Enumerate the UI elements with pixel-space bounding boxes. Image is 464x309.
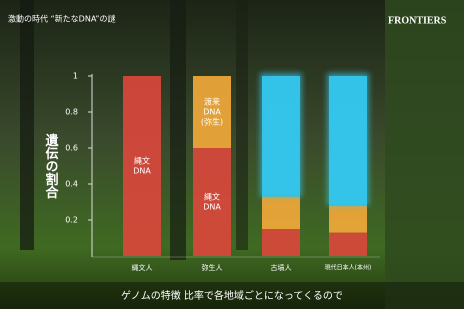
tree <box>170 0 186 260</box>
segment-label: (弥生) <box>201 117 223 127</box>
segment-label: 縄文 <box>134 156 150 166</box>
x-tick-label: 古墳人 <box>271 263 292 272</box>
y-tick-label: 0.4 <box>65 180 78 189</box>
segment-label: DNA <box>203 203 221 212</box>
bar-segment <box>262 76 300 197</box>
y-tick-label: 0.8 <box>65 108 78 117</box>
caption: ゲノムの特徴 比率で各地域ごとになってくるので <box>121 289 343 302</box>
y-axis-label: 遺伝の割合 <box>43 133 60 200</box>
bar-segment <box>329 76 367 206</box>
program-title: 激動の時代 “新たなDNA”の謎 <box>8 14 115 24</box>
segment-label: DNA <box>133 167 151 176</box>
y-tick-label: 0.2 <box>65 216 78 225</box>
bar-segment <box>262 229 300 256</box>
y-tick-label: 1 <box>73 72 78 81</box>
tree <box>20 0 34 250</box>
y-tick-label: 0.6 <box>65 144 78 153</box>
x-tick-label: 現代日本人(本州) <box>325 264 372 272</box>
mossy-tree <box>385 0 464 309</box>
screen: 激動の時代 “新たなDNA”の謎 FRONTIERS ゲノムの特徴 比率で各地域… <box>0 0 464 309</box>
tree <box>236 0 248 250</box>
x-tick-label: 縄文人 <box>132 263 153 272</box>
bar-segment <box>262 197 300 229</box>
segment-label: 縄文 <box>204 192 220 202</box>
bar-segment <box>329 233 367 256</box>
x-tick-label: 弥生人 <box>202 263 223 272</box>
segment-label: DNA <box>203 108 221 117</box>
logo: FRONTIERS <box>388 15 447 26</box>
segment-label: 渡来 <box>204 97 220 107</box>
bar-segment <box>329 206 367 233</box>
